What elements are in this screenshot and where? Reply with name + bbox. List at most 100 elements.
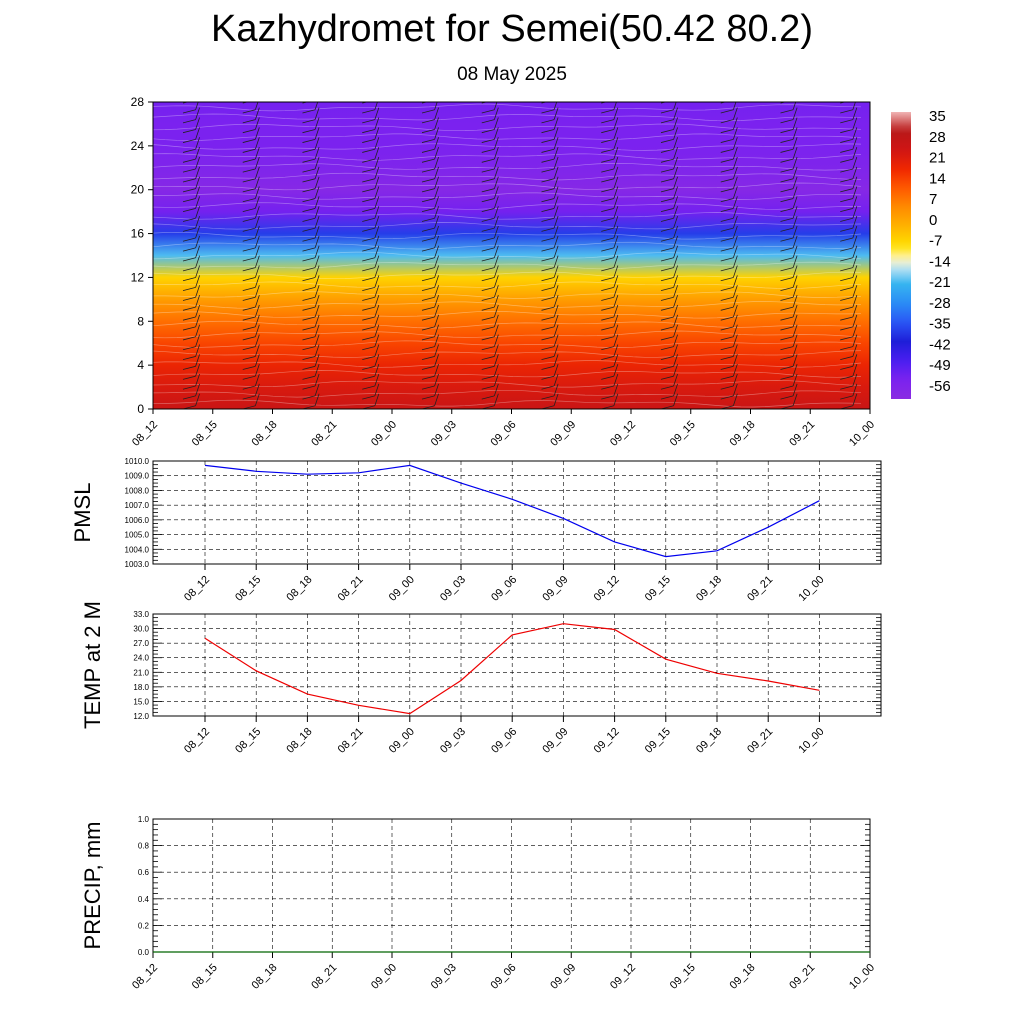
wind-barb-flag — [673, 216, 678, 229]
wind-barb-flag — [553, 225, 559, 239]
wind-barb-flag — [314, 393, 320, 406]
wind-barb — [601, 138, 614, 143]
wind-barb-flag — [732, 146, 738, 160]
wind-barb-flag — [553, 265, 559, 278]
x-tick-label: 09_15 — [643, 574, 673, 604]
wind-barb-flag — [374, 255, 380, 268]
wind-barb — [840, 326, 853, 331]
x-tick-label: 09_06 — [489, 962, 519, 992]
wind-barb — [840, 316, 853, 321]
wind-barb — [840, 237, 853, 242]
wind-barb-flag — [314, 216, 320, 229]
wind-barb — [601, 188, 614, 193]
wind-barb-flag — [254, 324, 260, 337]
wind-barb — [421, 129, 435, 134]
x-tick-label: 09_21 — [745, 726, 775, 756]
wind-barb-flag — [913, 147, 917, 159]
wind-barb — [362, 148, 375, 153]
wind-barb-flag — [913, 295, 917, 307]
wind-barb-flag — [493, 393, 499, 406]
wind-barb-flag — [195, 146, 200, 160]
wind-barb-flag — [553, 255, 559, 268]
y-tick-label: 1005.0 — [125, 531, 150, 540]
wind-barb — [302, 286, 316, 291]
wind-barb-flag — [613, 373, 619, 387]
wind-barb-flag — [493, 294, 499, 308]
x-tick-label: 08_21 — [309, 962, 339, 992]
wind-barb — [840, 102, 847, 104]
y-tick-label: 0.6 — [138, 868, 150, 877]
wind-barb-flag — [913, 236, 917, 248]
pmsl-panel: 1003.0 1004.0 1005.0 1006.0 1007.0 1008.0 1009… — [70, 457, 882, 604]
y-axis-label: PMSL — [70, 483, 95, 543]
wind-barb — [302, 129, 316, 134]
wind-barb-flag — [553, 216, 559, 229]
wind-barb-flag — [195, 275, 200, 288]
wind-barb-flag — [314, 255, 320, 268]
wind-barb-flag — [195, 383, 200, 397]
wind-barb-flag — [732, 137, 738, 150]
wind-barb — [242, 158, 256, 163]
wind-barb-flag — [374, 225, 380, 239]
wind-barb — [421, 277, 435, 282]
wind-barb — [242, 277, 256, 282]
wind-barb — [421, 208, 435, 213]
contour-line — [153, 202, 862, 210]
wind-barb — [421, 257, 435, 262]
series-line — [204, 623, 820, 715]
wind-barb-flag — [673, 265, 678, 278]
wind-barb-flag — [195, 107, 200, 120]
wind-barb-flag — [732, 186, 738, 199]
wind-barb — [660, 217, 674, 222]
wind-barb — [182, 395, 196, 400]
wind-barb-flag — [254, 186, 260, 199]
wind-barb-flag — [913, 374, 917, 386]
wind-barb-flag — [434, 373, 439, 387]
wind-barb — [601, 356, 614, 361]
wind-barb-flag — [732, 127, 738, 140]
wind-barb — [601, 168, 614, 173]
y-tick-label: 1.0 — [138, 815, 150, 824]
wind-barb — [481, 119, 495, 124]
x-tick-label: 08_18 — [284, 574, 314, 604]
contour-line — [153, 399, 862, 408]
wind-barb — [481, 138, 495, 143]
wind-barb-flag — [792, 314, 798, 327]
x-tick-label: 09_00 — [387, 574, 417, 604]
x-tick-label: 09_00 — [387, 726, 417, 756]
y-tick-label: 0 — [137, 402, 144, 416]
heatmap-field — [153, 102, 870, 409]
wind-barb — [242, 365, 256, 370]
wind-barb — [601, 306, 614, 311]
wind-barb — [242, 306, 256, 311]
wind-barb — [362, 267, 375, 272]
wind-barb-flag — [613, 324, 619, 337]
wind-barb — [302, 198, 316, 203]
x-tick-label: 08_21 — [336, 726, 366, 756]
series-line — [204, 464, 820, 558]
wind-barb-flag — [434, 265, 439, 278]
wind-barb — [660, 148, 674, 153]
wind-barb-flag — [613, 166, 619, 179]
wind-barb-flag — [732, 324, 738, 337]
x-tick-label: 09_15 — [643, 726, 673, 756]
wind-barb-flag — [792, 245, 798, 258]
wind-barb-flag — [493, 146, 499, 160]
wind-barb-flag — [493, 216, 499, 229]
wind-barb — [302, 356, 316, 361]
wind-barb — [840, 306, 853, 311]
wind-barb-flag — [493, 245, 499, 258]
wind-barb — [541, 138, 555, 143]
wind-barb-flag — [852, 364, 858, 377]
wind-barb — [780, 306, 794, 311]
wind-barb-flag — [913, 216, 917, 228]
chart-subtitle: 08 May 2025 — [457, 64, 567, 85]
y-tick-label: 0.2 — [138, 921, 150, 930]
wind-barb — [302, 227, 316, 232]
wind-barb — [481, 102, 488, 104]
wind-barb — [481, 405, 495, 409]
wind-barb — [242, 109, 256, 114]
y-tick-label: 27.0 — [133, 639, 149, 648]
wind-barb-flag — [673, 156, 678, 170]
wind-barb-flag — [673, 206, 678, 219]
